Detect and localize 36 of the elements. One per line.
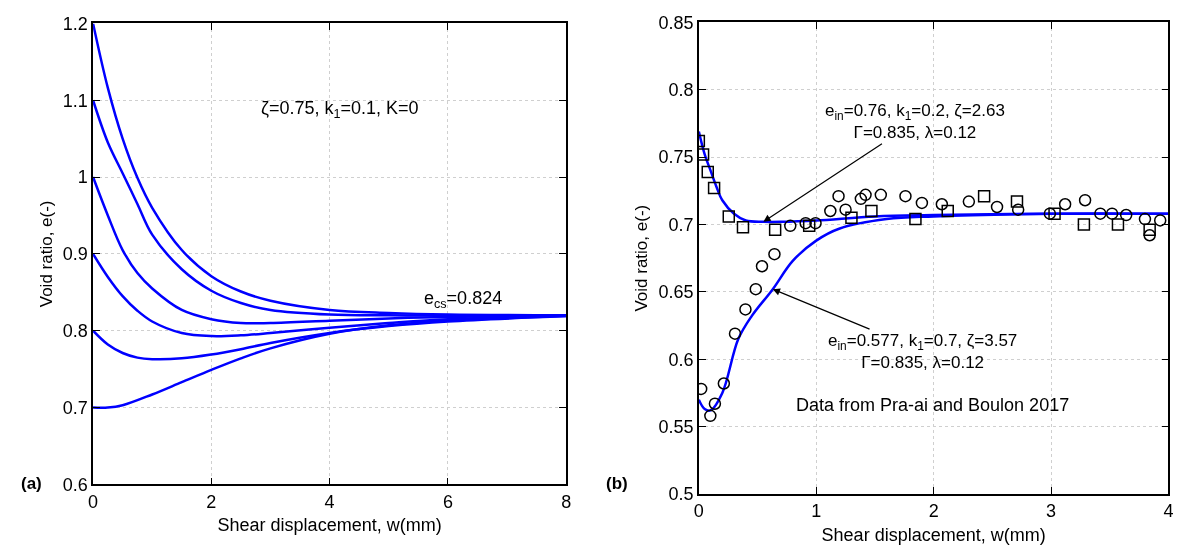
x-axis-title: Shear displacement, w(mm) bbox=[821, 524, 1046, 545]
text: (a) bbox=[21, 474, 42, 493]
y-tick-label: 0.85 bbox=[658, 12, 694, 33]
y-tick-label: 0.65 bbox=[658, 282, 694, 303]
x-tick-label: 2 bbox=[928, 501, 939, 522]
y-tick-label: 0.5 bbox=[668, 484, 694, 505]
y-tick-label: 0.7 bbox=[668, 214, 694, 235]
y-axis-title: Void ratio, e(-) bbox=[632, 204, 652, 312]
y-axis-title: Void ratio, e(-) bbox=[36, 200, 56, 308]
x-tick-label: 1 bbox=[811, 501, 822, 522]
y-tick-label: 1.1 bbox=[62, 90, 88, 111]
x-tick-label: 0 bbox=[693, 501, 704, 522]
y-tick-label: 0.8 bbox=[62, 321, 88, 342]
annotation: e$_{cs}$=0.824 bbox=[424, 288, 503, 311]
x-axis-title: Shear displacement, w(mm) bbox=[217, 515, 442, 536]
x-tick-label: 0 bbox=[88, 491, 99, 512]
y-tick-label: 1.2 bbox=[62, 13, 88, 34]
y-tick-label: 0.75 bbox=[658, 147, 694, 168]
x-tick-label: 6 bbox=[442, 491, 453, 512]
y-tick-label: 0.6 bbox=[62, 474, 88, 495]
annotation: e$_{in}$=0.76, k$_{1}$=0.2, ζ=2.63 Γ=0.835, λ=0.12 bbox=[825, 101, 1005, 143]
x-tick-label: 4 bbox=[324, 491, 335, 512]
y-tick-label: 0.6 bbox=[668, 349, 694, 370]
x-tick-label: 4 bbox=[1163, 501, 1174, 522]
y-tick-label: 0.8 bbox=[668, 80, 694, 101]
x-tick-label: 3 bbox=[1046, 501, 1057, 522]
x-tick-label: 8 bbox=[561, 491, 572, 512]
annotation: Data from Pra-ai and Boulon 2017 bbox=[796, 395, 1070, 415]
y-tick-label: 1 bbox=[77, 167, 88, 188]
y-tick-label: 0.9 bbox=[62, 244, 88, 265]
y-tick-label: 0.7 bbox=[62, 397, 88, 418]
x-tick-label: 2 bbox=[206, 491, 217, 512]
y-tick-label: 0.55 bbox=[658, 416, 694, 437]
annotation: e$_{in}$=0.577, k$_{1}$=0.7, ζ=3.57 Γ=0.835, λ=0.12 bbox=[828, 331, 1018, 373]
text: (b) bbox=[606, 474, 628, 493]
annotation: ζ=0.75, k$_{1}$=0.1, K=0 bbox=[261, 98, 419, 121]
